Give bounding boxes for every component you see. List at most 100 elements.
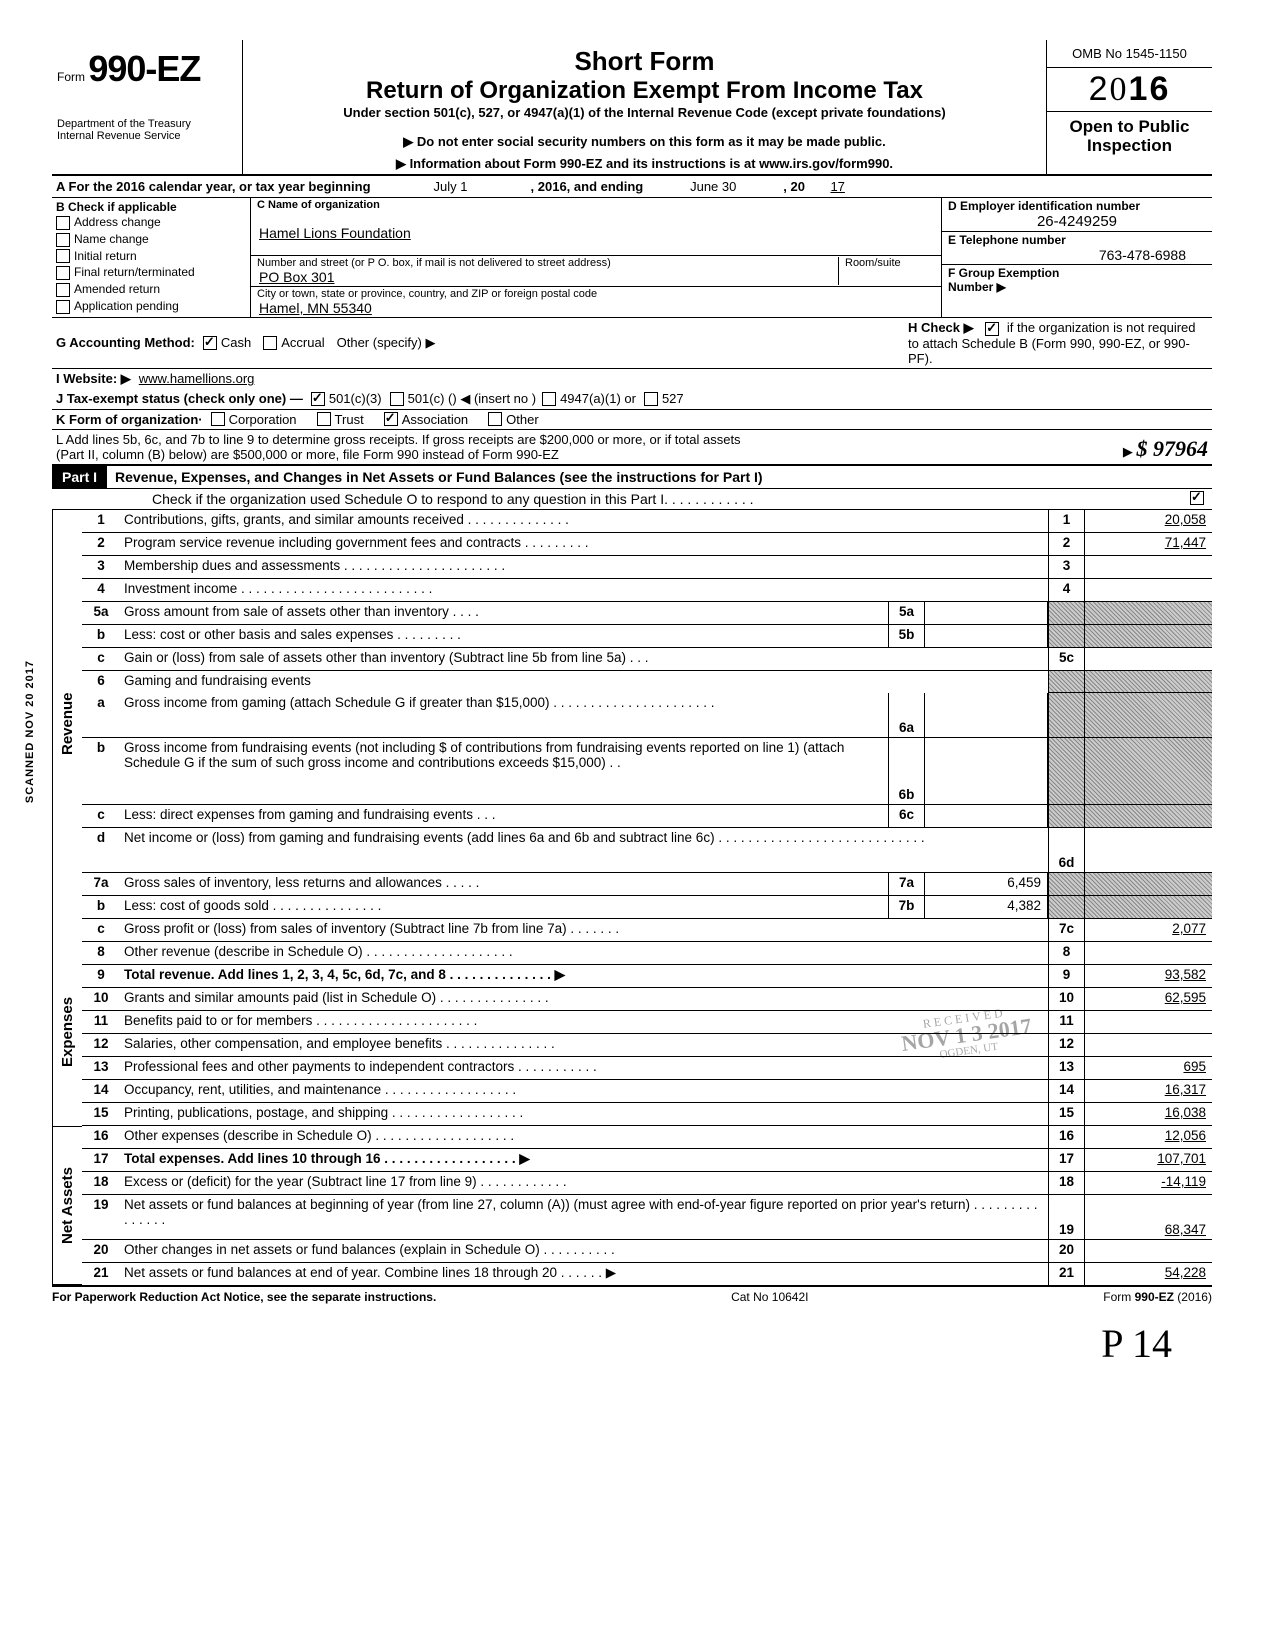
row-l: L Add lines 5b, 6c, and 7b to line 9 to … <box>52 430 1212 466</box>
vtab-netassets: Net Assets <box>52 1127 82 1285</box>
form-num-big: 990-EZ <box>88 48 200 89</box>
chk-527[interactable] <box>644 392 658 406</box>
k-assoc: Association <box>402 412 468 427</box>
chk-initial[interactable] <box>56 249 70 263</box>
line-18: 18 Excess or (deficit) for the year (Sub… <box>82 1172 1212 1195</box>
title-col: Short Form Return of Organization Exempt… <box>243 40 1046 174</box>
g-accrual: Accrual <box>281 335 324 350</box>
chk-h[interactable] <box>985 322 999 336</box>
k-label: K Form of organization· <box>56 412 203 427</box>
chk-app[interactable] <box>56 300 70 314</box>
d-ein-label: D Employer identification number <box>948 199 1206 213</box>
line-15: 15 Printing, publications, postage, and … <box>82 1103 1212 1126</box>
under-section: Under section 501(c), 527, or 4947(a)(1)… <box>253 105 1036 120</box>
row-i: I Website: ▶ www.hamellions.org <box>52 369 1212 389</box>
line-16: 16 Other expenses (describe in Schedule … <box>82 1126 1212 1149</box>
line-2: 2 Program service revenue including gove… <box>82 533 1212 556</box>
chk-accrual[interactable] <box>263 336 277 350</box>
chk-final[interactable] <box>56 266 70 280</box>
c-city-value: Hamel, MN 55340 <box>257 300 935 316</box>
c-name-value: Hamel Lions Foundation <box>257 225 935 241</box>
k-corp: Corporation <box>229 412 297 427</box>
line-1: 1 Contributions, gifts, grants, and simi… <box>82 510 1212 533</box>
i-website: www.hamellions.org <box>139 371 255 386</box>
b-final: Final return/terminated <box>56 264 246 281</box>
line-6b: b Gross income from fundraising events (… <box>82 738 1212 805</box>
lines-col: 1 Contributions, gifts, grants, and simi… <box>82 510 1212 1285</box>
d-ein-value: 26-4249259 <box>948 213 1206 230</box>
j-501c: 501(c) ( <box>408 391 453 406</box>
open-line1: Open to Public <box>1049 118 1210 137</box>
chk-addr[interactable] <box>56 216 70 230</box>
vtab-revenue: Revenue <box>52 510 82 938</box>
line-19: 19 Net assets or fund balances at beginn… <box>82 1195 1212 1240</box>
line-13: 13 Professional fees and other payments … <box>82 1057 1212 1080</box>
row-a-yrval: 17 <box>805 179 845 194</box>
e-phone-label: E Telephone number <box>948 233 1206 247</box>
dept-line2: Internal Revenue Service <box>57 130 237 142</box>
c-street-value: PO Box 301 <box>257 269 838 285</box>
row-a-end: June 30 <box>643 179 783 194</box>
chk-name[interactable] <box>56 233 70 247</box>
col-c: C Name of organization Hamel Lions Found… <box>251 198 941 317</box>
line-6: 6 Gaming and fundraising events <box>82 671 1212 693</box>
dept-treasury: Department of the Treasury Internal Reve… <box>57 118 237 142</box>
i-label: I Website: ▶ <box>56 371 131 387</box>
row-a-begin: July 1 <box>371 179 531 194</box>
chk-4947[interactable] <box>542 392 556 406</box>
chk-501c3[interactable] <box>311 392 325 406</box>
form-small: Form <box>57 70 85 84</box>
line-7b: b Less: cost of goods sold . . . . . . .… <box>82 896 1212 919</box>
line-4: 4 Investment income . . . . . . . . . . … <box>82 579 1212 602</box>
omb-number: OMB No 1545-1150 <box>1047 40 1212 68</box>
handwritten-pagenum: P 14 <box>1101 1320 1172 1367</box>
l-amount: $ 97964 <box>1137 436 1209 461</box>
line-5a: 5a Gross amount from sale of assets othe… <box>82 602 1212 625</box>
line-9: 9 Total revenue. Add lines 1, 2, 3, 4, 5… <box>82 965 1212 988</box>
instr-info: ▶ Information about Form 990-EZ and its … <box>253 156 1036 172</box>
row-a-yr: , 20 <box>783 179 805 194</box>
col-b: B Check if applicable Address change Nam… <box>52 198 251 317</box>
d-ein-section: D Employer identification number 26-4249… <box>942 198 1212 232</box>
line-10: 10 Grants and similar amounts paid (list… <box>82 988 1212 1011</box>
g-other: Other (specify) ▶ <box>337 335 436 351</box>
chk-501c[interactable] <box>390 392 404 406</box>
row-k: K Form of organization· Corporation Trus… <box>52 410 1212 430</box>
schedo-text: Check if the organization used Schedule … <box>152 491 664 507</box>
chk-amend[interactable] <box>56 283 70 297</box>
c-street-label: Number and street (or P O. box, if mail … <box>257 257 838 269</box>
form-number: Form 990-EZ <box>57 48 237 90</box>
form-year: 2016 <box>1047 68 1212 112</box>
chk-other[interactable] <box>488 412 502 426</box>
b-initial: Initial return <box>56 248 246 265</box>
row-g-h: G Accounting Method: Cash Accrual Other … <box>52 318 1212 369</box>
line-17: 17 Total expenses. Add lines 10 through … <box>82 1149 1212 1172</box>
line-8: 8 Other revenue (describe in Schedule O)… <box>82 942 1212 965</box>
line-7a: 7a Gross sales of inventory, less return… <box>82 873 1212 896</box>
dept-line1: Department of the Treasury <box>57 118 237 130</box>
g-cash: Cash <box>221 335 251 350</box>
form-label-col: Form 990-EZ Department of the Treasury I… <box>52 40 243 174</box>
j-527: 527 <box>662 391 684 406</box>
b-app: Application pending <box>56 298 246 315</box>
chk-schedo[interactable] <box>1190 491 1204 505</box>
header-row: Form 990-EZ Department of the Treasury I… <box>52 40 1212 176</box>
j-insert: ) ◀ (insert no ) <box>452 391 536 407</box>
chk-assoc[interactable] <box>384 412 398 426</box>
vertical-tabs: Revenue Expenses Net Assets <box>52 510 82 1285</box>
line-3: 3 Membership dues and assessments . . . … <box>82 556 1212 579</box>
chk-trust[interactable] <box>317 412 331 426</box>
e-phone-section: E Telephone number 763-478-6988 <box>942 232 1212 265</box>
f-group-label2: Number ▶ <box>948 280 1206 294</box>
footer-mid: Cat No 10642I <box>731 1290 808 1304</box>
footer: For Paperwork Reduction Act Notice, see … <box>52 1285 1212 1307</box>
main-table: Revenue Expenses Net Assets 1 Contributi… <box>52 510 1212 1285</box>
schedule-o-check: Check if the organization used Schedule … <box>52 489 1212 510</box>
k-other: Other <box>506 412 539 427</box>
c-name-label: C Name of organization <box>257 199 935 211</box>
part1-header: Part I Revenue, Expenses, and Changes in… <box>52 466 1212 489</box>
c-city-section: City or town, state or province, country… <box>251 287 941 317</box>
chk-cash[interactable] <box>203 336 217 350</box>
j-label: J Tax-exempt status (check only one) — <box>56 391 303 406</box>
chk-corp[interactable] <box>211 412 225 426</box>
